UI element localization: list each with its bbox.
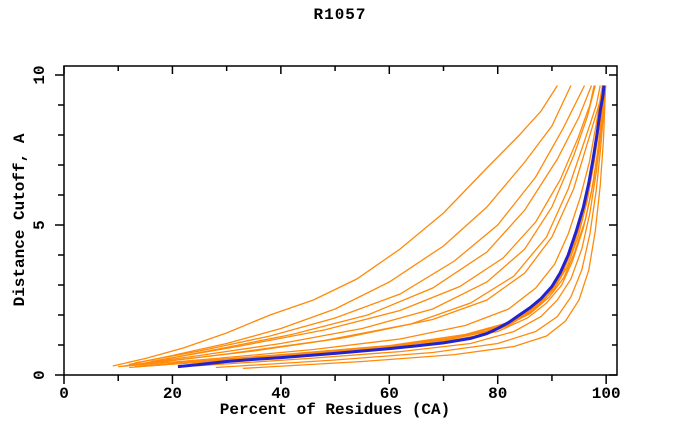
model-curve-model-16 [215,85,607,369]
model-curve-model-01 [112,85,558,367]
x-tick-label: 100 [592,385,621,403]
chart-title: R1057 [313,6,367,24]
model-curve-model-18 [118,85,604,368]
model-curve-model-05 [123,85,596,367]
x-tick-label: 40 [271,385,290,403]
x-tick-label: 0 [59,385,69,403]
highlight-curve [177,85,606,369]
y-axis-label: Distance Cutoff, A [11,133,29,306]
model-curve-model-09 [139,85,604,367]
model-curve-model-02 [128,85,572,366]
axis-tick-labels: 0 20 40 60 80 100 0 5 10 [31,65,621,403]
curves-layer [112,85,607,370]
axis-ticks [55,66,617,384]
plot-border [63,65,618,376]
x-tick-label: 60 [380,385,399,403]
model-curve-model-07 [156,85,604,364]
plot-frame [63,65,618,376]
x-tick-label: 20 [163,385,182,403]
model-curve-model-13 [134,85,605,368]
model-curve-model-10 [150,85,605,367]
y-tick-label: 0 [31,370,49,380]
x-tick-label: 80 [488,385,507,403]
y-tick-label: 5 [31,220,49,230]
model-curve-model-19 [150,85,595,363]
model-curve-model-14 [145,85,606,367]
model-curve-model-03 [134,85,586,364]
model-curve-model-08 [129,85,605,369]
model-curve-model-15 [194,85,606,367]
y-tick-label: 10 [31,65,49,84]
model-curve-model-04 [145,85,593,364]
model-curve-model-12 [172,85,605,364]
x-axis-label: Percent of Residues (CA) [219,401,451,419]
model-curve-model-17 [242,85,607,370]
